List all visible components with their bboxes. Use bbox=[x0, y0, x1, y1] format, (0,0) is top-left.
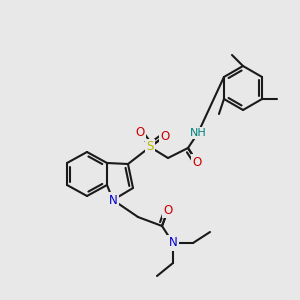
Text: O: O bbox=[164, 203, 172, 217]
Text: S: S bbox=[146, 140, 154, 154]
Text: O: O bbox=[192, 155, 202, 169]
Text: O: O bbox=[135, 127, 145, 140]
Text: N: N bbox=[109, 194, 117, 206]
Text: O: O bbox=[160, 130, 169, 142]
Text: NH: NH bbox=[190, 128, 206, 138]
Text: N: N bbox=[169, 236, 177, 250]
